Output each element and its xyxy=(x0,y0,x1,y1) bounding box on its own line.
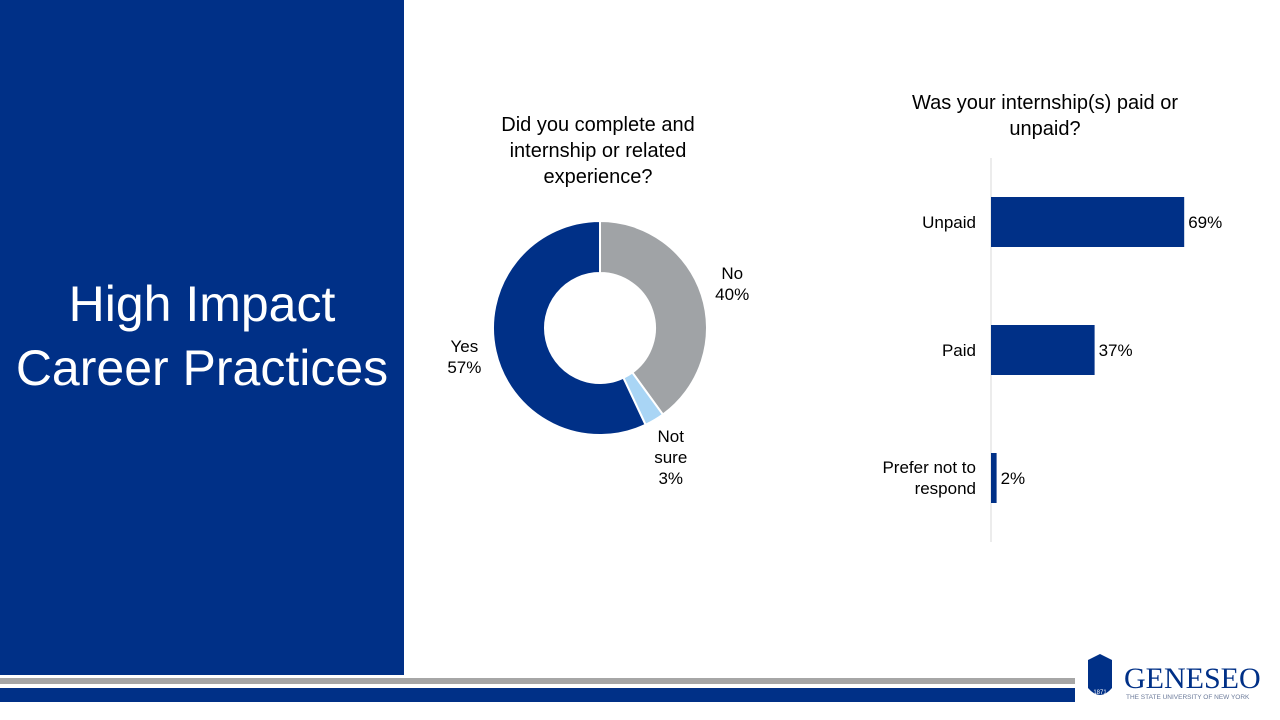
chart-title: Was your internship(s) paid or unpaid? xyxy=(911,92,1179,140)
data-label: No 40% xyxy=(707,263,757,305)
title-line: Career Practices xyxy=(15,340,389,396)
bar xyxy=(991,453,997,503)
value-label: 3% xyxy=(658,468,684,488)
logo-year: 1871 xyxy=(1093,690,1107,696)
value-label: 57% xyxy=(447,358,482,378)
stripe xyxy=(0,688,1075,702)
donut-slice xyxy=(599,219,708,416)
title-line: High Impact xyxy=(68,276,336,332)
bar xyxy=(991,197,1185,247)
category-label: Not sure xyxy=(654,426,688,467)
value-label: 2% xyxy=(1001,469,1026,488)
category-label: Prefer not to respond xyxy=(882,458,976,498)
category-label: No xyxy=(721,264,744,284)
title-panel xyxy=(0,0,404,675)
donut-slice xyxy=(492,219,647,436)
category-label: Paid xyxy=(941,341,976,360)
logo-shield xyxy=(1088,654,1112,695)
value-label: 69% xyxy=(1188,213,1222,232)
data-label: Yes 57% xyxy=(439,336,489,378)
slide-title: High Impact Career Practices xyxy=(0,272,404,400)
logo: 1871 GENESEO THE STATE UNIVERSITY OF NEW… xyxy=(1088,654,1261,701)
value-label: 37% xyxy=(1099,341,1133,360)
category-label: Yes xyxy=(450,337,479,357)
logo-name: GENESEO xyxy=(1124,662,1261,695)
data-label: Not sure 3% xyxy=(646,426,696,489)
chart-title: Did you complete and internship or relat… xyxy=(501,114,695,188)
logo-subtitle: THE STATE UNIVERSITY OF NEW YORK xyxy=(1126,694,1250,701)
value-label: 40% xyxy=(715,285,750,305)
bar xyxy=(991,325,1095,375)
category-label: Unpaid xyxy=(922,213,976,232)
stripe xyxy=(0,678,1075,684)
